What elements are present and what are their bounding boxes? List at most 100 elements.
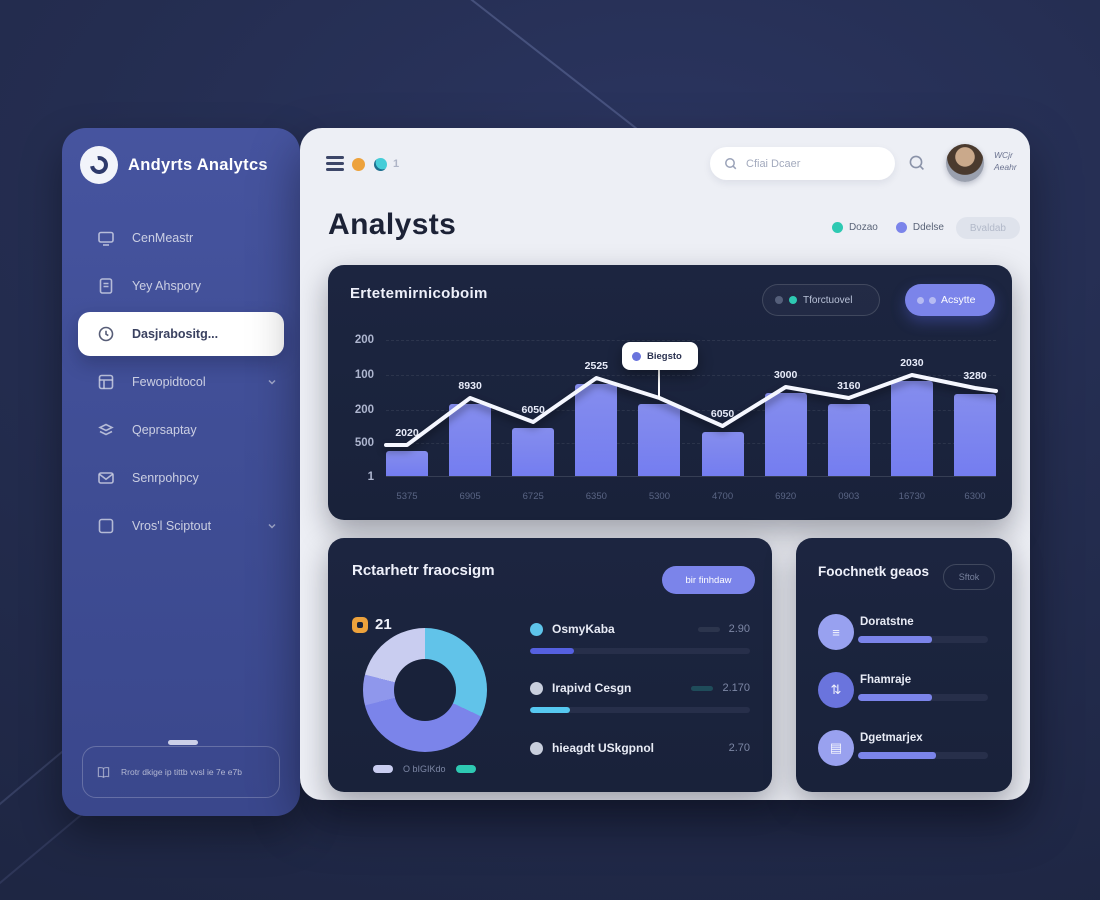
bar-column: 2030 16730 [890,327,933,502]
sidebar-footer-card[interactable]: Rrotr dkige ip tittb vvsl ie 7e e7b [82,746,280,798]
user-role: Aeahr [994,162,1017,172]
donut-card-button[interactable]: bir finhdaw [662,566,755,594]
metric-label: OsmyKaba [552,622,615,636]
metric-row-1: Irapivd Cesgn 2.170 [530,681,750,713]
dot-icon [929,296,936,304]
x-axis-label: 6300 [964,491,986,502]
metric-value: 2.70 [728,742,750,754]
chevron-down-icon [266,376,278,388]
bar-column: 2020 5375 [386,327,428,502]
donut-stat-value: 21 [375,616,392,633]
bar[interactable] [638,404,681,476]
bar-value-label: 6050 [521,404,545,416]
sidebar-item-4[interactable]: Qeprsaptay [62,406,300,454]
bar-column: 2525 6350 [575,327,618,502]
search-placeholder: Cfiai Dcaer [746,157,801,170]
metric-row-2: hieagdt USkgpnol 2.70 [530,741,750,755]
progress-track [858,694,988,701]
lavender-dash-icon [373,765,393,773]
cyan-dot-icon [530,622,543,636]
bar[interactable] [449,404,492,476]
progress-row-label: Doratstne [860,616,914,628]
purple-dot-icon [632,351,641,361]
logo-row: Andyrts Analytcs [80,146,268,184]
donut-card: Rctarhetr fraocsigm bir finhdaw 21 O bIG… [328,538,772,792]
y-tick: 200 [354,404,374,416]
chart-tooltip: Biegsto [622,342,698,370]
bar[interactable] [512,428,555,476]
x-axis-label: 6350 [585,491,607,502]
title-row: Analysts Dozao Ddelse Bvaldab [300,206,1030,258]
y-tick: 1 [367,471,374,483]
legend-pill-button[interactable]: Bvaldab [955,217,1020,239]
bar[interactable] [890,381,933,476]
progress-fill [858,694,933,701]
page-title: Analysts [328,208,457,241]
progress-fill [530,648,574,654]
bar-value-label: 2525 [584,360,608,372]
bar[interactable] [827,404,870,476]
bar-column: 3000 6920 [764,327,807,502]
bar[interactable] [701,432,744,476]
sidebar-item-6[interactable]: Vros'l Sciptout [62,502,300,550]
dot-icon [917,296,924,304]
bar-value-label: 8930 [458,380,482,392]
search-input[interactable]: Cfiai Dcaer [710,147,895,180]
chart-toggle-button[interactable]: Tforctuovel [762,284,880,316]
x-axis-label: 6905 [459,491,481,502]
tooltip-pointer [658,370,660,399]
teal-dot-icon [789,296,797,304]
bar-value-label: 2030 [900,357,924,369]
gridline [386,443,996,444]
search-icon[interactable] [908,154,926,172]
sidebar-item-5[interactable]: Senrpohpcy [62,454,300,502]
hamburger-menu-icon[interactable] [326,156,344,171]
sort-icon: ⇅ [818,672,854,708]
box-icon [96,516,116,536]
grey-dot-icon [775,296,783,304]
gridline [386,340,996,341]
sidebar-item-2-active[interactable]: Dasjrabositg... [78,312,284,356]
sidebar-item-3[interactable]: Fewopidtocol [62,358,300,406]
bar[interactable] [764,393,807,476]
bar-column: 3160 0903 [827,327,870,502]
bar-column: 8930 6905 [449,327,492,502]
bar-column: 5300 [638,327,681,502]
sidebar-item-0[interactable]: CenMeastr [62,214,300,262]
bars-area: 2020 5375 8930 6905 6050 6725 2525 6350 5300 6050… [386,327,996,502]
faint-dash-icon [697,626,720,632]
bar-value-label: 3160 [837,380,861,392]
metric-value: 2.170 [722,682,750,694]
progress-fill [858,752,936,759]
bar[interactable] [575,384,618,476]
user-avatar[interactable] [946,144,984,182]
y-tick: 200 [354,334,374,346]
book-icon [95,764,112,781]
x-axis-label: 16730 [898,491,926,502]
search-icon [724,157,738,171]
x-axis-label: 5375 [396,491,418,502]
progress-row-0: ≡ Doratstne [818,614,990,658]
chart-primary-button[interactable]: Acsytte [905,284,995,316]
bar[interactable] [386,451,428,476]
sidebar-item-1[interactable]: Yey Ahspory [62,262,300,310]
bar-column: 6050 6725 [512,327,555,502]
donut-card-title: Rctarhetr fraocsigm [352,562,495,579]
window-icon [96,372,116,392]
bar[interactable] [954,394,996,476]
donut-stat: 21 [352,616,392,633]
legend-item-purple: Ddelse [895,222,944,233]
teal-dot-icon [831,222,843,233]
progress-track [530,648,750,654]
purple-dot-icon [895,222,907,233]
progress-fill [858,636,933,643]
x-axis-label: 6725 [522,491,544,502]
monitor-icon [96,228,116,248]
user-name: WCjr [994,150,1013,160]
progress-card-button[interactable]: Sftok [943,564,995,590]
app-logo-icon [80,146,118,184]
progress-track [858,636,988,643]
donut-footer: O bIGIKdo [373,764,476,774]
bar-value-label: 3280 [963,370,987,382]
